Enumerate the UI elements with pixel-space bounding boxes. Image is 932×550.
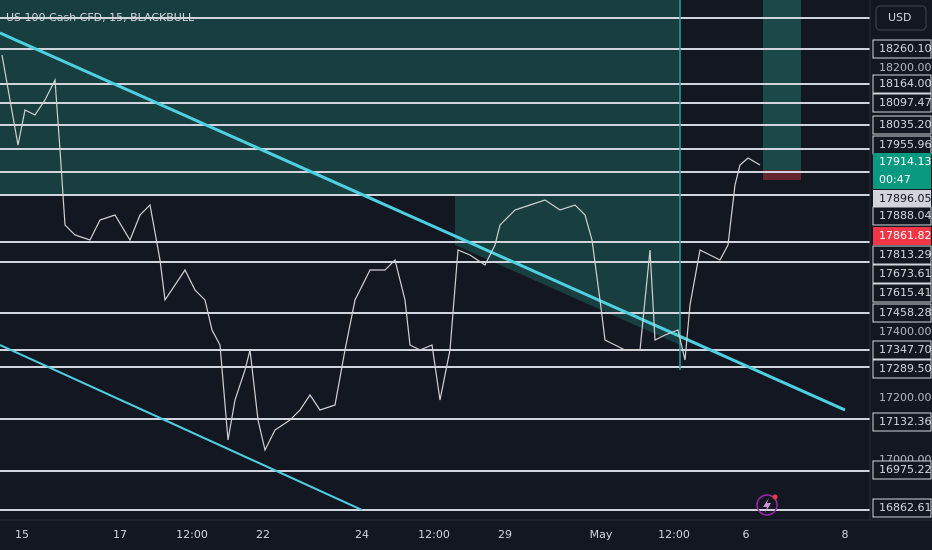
price-label: 16975.22 <box>879 463 932 476</box>
countdown-box <box>873 171 931 189</box>
alerts-icon[interactable] <box>756 494 778 516</box>
price-label: 17673.61 <box>879 267 932 280</box>
position-loss <box>763 170 801 180</box>
price-label: 18097.47 <box>879 96 932 109</box>
price-label-box <box>872 412 932 432</box>
currency-label: USD <box>888 11 912 24</box>
currency-button[interactable] <box>875 5 927 31</box>
time-label: 12:00 <box>658 528 690 541</box>
price-label: 17289.50 <box>879 362 932 375</box>
price-label: 17955.96 <box>879 138 932 151</box>
time-label: 29 <box>498 528 512 541</box>
price-label-box <box>872 264 932 284</box>
level-lines <box>0 17 870 511</box>
countdown: 00:47 <box>879 173 911 186</box>
price-label: 18164.00 <box>879 77 932 90</box>
price-label: 17615.41 <box>879 286 932 299</box>
target-zone <box>455 196 680 345</box>
price-label: 18200.00 <box>879 61 932 74</box>
time-label: 22 <box>256 528 270 541</box>
time-axis <box>0 520 870 550</box>
price-label: 18035.20 <box>879 118 932 131</box>
price-label-box <box>872 206 932 226</box>
time-label: 8 <box>842 528 849 541</box>
price-label-box <box>873 227 931 245</box>
price-label-box <box>872 283 932 303</box>
price-label: 18260.10 <box>879 42 932 55</box>
price-label-box <box>873 190 931 208</box>
price-label-box <box>873 153 931 171</box>
price-trace <box>1 54 761 452</box>
price-label: 17914.13 <box>879 155 932 168</box>
price-label: 17813.29 <box>879 248 932 261</box>
time-label: 17 <box>113 528 127 541</box>
target-zone <box>0 0 680 196</box>
price-label-box <box>872 39 932 59</box>
icon-dot <box>772 494 778 500</box>
time-label: May <box>590 528 613 541</box>
price-label: 17347.70 <box>879 343 932 356</box>
price-label-box <box>872 115 932 135</box>
trend-line <box>0 31 846 412</box>
price-label: 17888.04 <box>879 209 932 222</box>
price-label-box <box>872 498 932 518</box>
time-label: 15 <box>15 528 29 541</box>
symbol-title: US 100 Cash CFD, 15, BLACKBULL <box>6 11 195 24</box>
icon-ring <box>756 494 778 516</box>
price-label: 17400.00 <box>879 325 932 338</box>
time-label: 6 <box>743 528 750 541</box>
price-label-box <box>872 245 932 265</box>
price-label-box <box>872 74 932 94</box>
price-label: 17200.00 <box>879 391 932 404</box>
price-label-box <box>872 303 932 323</box>
price-label-box <box>872 340 932 360</box>
price-label-box <box>872 460 932 480</box>
channel-line <box>0 344 363 511</box>
price-label: 17896.05 <box>879 192 932 205</box>
time-label: 24 <box>355 528 369 541</box>
time-label: 12:00 <box>418 528 450 541</box>
price-label: 17861.82 <box>879 229 932 242</box>
time-label: 12:00 <box>176 528 208 541</box>
price-label-box <box>872 359 932 379</box>
price-label: 16862.61 <box>879 501 932 514</box>
price-label: 17132.36 <box>879 415 932 428</box>
icon-bolt <box>763 498 771 513</box>
price-label-box <box>872 93 932 113</box>
price-label: 17458.28 <box>879 306 932 319</box>
